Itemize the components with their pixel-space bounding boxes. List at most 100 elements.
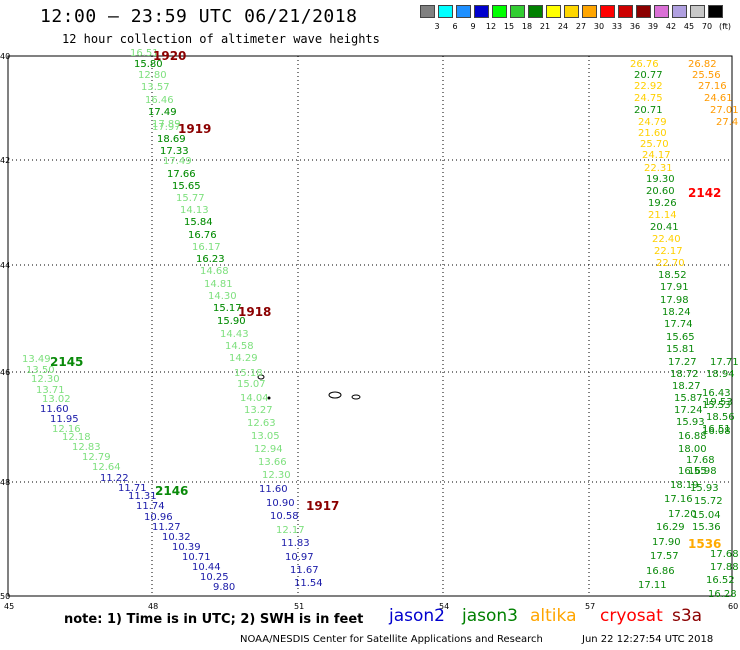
wave-height-value: 17.66 (167, 169, 196, 180)
legend-label: 15 (503, 22, 515, 31)
pass-time-label: 1918 (238, 305, 271, 319)
wave-height-value: 18.19 (670, 480, 699, 491)
wave-height-value: 15.04 (692, 510, 721, 521)
longitude-label: 54 (439, 602, 449, 611)
legend-swatch (708, 5, 723, 18)
legend-swatch (456, 5, 471, 18)
wave-height-value: 11.95 (50, 414, 79, 425)
wave-height-value: 21.60 (638, 128, 667, 139)
wave-height-value: 13.57 (141, 82, 170, 93)
footer-timestamp: Jun 22 12:27:54 UTC 2018 (582, 634, 714, 645)
latitude-label: 46 (0, 368, 10, 377)
wave-height-value: 16.55 (678, 466, 707, 477)
satellite-name-s3a: s3a (672, 606, 703, 626)
wave-height-value: 20.71 (634, 105, 663, 116)
wave-height-value: 24.17 (642, 150, 671, 161)
legend-label: 45 (683, 22, 695, 31)
legend-label: 70 (701, 22, 713, 31)
pass-time-label: 2146 (155, 484, 188, 498)
wave-height-value: 17.24 (674, 405, 703, 416)
wave-height-value: 15.87 (674, 393, 703, 404)
wave-height-value: 12.64 (92, 462, 121, 473)
wave-height-value: 19.26 (648, 198, 677, 209)
wave-height-value: 15.93 (690, 483, 719, 494)
legend-label: 12 (485, 22, 497, 31)
legend-label: 9 (470, 22, 476, 31)
satellite-name-cryosat: cryosat (600, 606, 663, 626)
latitude-label: 42 (0, 156, 10, 165)
wave-height-value: 15.81 (666, 344, 695, 355)
map-subtitle: 12 hour collection of altimeter wave hei… (62, 32, 380, 46)
legend-swatch (654, 5, 669, 18)
footer-note: note: 1) Time is in UTC; 2) SWH is in fe… (64, 612, 364, 627)
wave-height-value: 13.50 (26, 365, 55, 376)
wave-height-value: 10.71 (182, 552, 211, 563)
wave-height-value: 15.72 (694, 496, 723, 507)
wave-height-value: 27.4 (716, 117, 738, 128)
legend-swatch (528, 5, 543, 18)
island-outlines (257, 374, 361, 400)
wave-height-value: 17.49 (148, 107, 177, 118)
wave-height-value: 17.20 (668, 509, 697, 520)
wave-height-value: 22.31 (644, 163, 673, 174)
legend-swatch (546, 5, 561, 18)
wave-height-value: 16.23 (196, 254, 225, 265)
wave-height-value: 17.33 (160, 146, 189, 157)
wave-height-value: 15.17 (213, 303, 242, 314)
wave-height-value: 16.88 (678, 431, 707, 442)
wave-height-value: 18.94 (706, 369, 735, 380)
wave-height-value: 10.58 (270, 511, 299, 522)
wave-height-value: 15.07 (237, 379, 266, 390)
wave-height-value: 16.46 (145, 95, 174, 106)
wave-height-value: 10.25 (200, 572, 229, 583)
wave-height-value: 15.84 (184, 217, 213, 228)
wave-height-value: 27.01 (710, 105, 739, 116)
legend-swatch (420, 5, 435, 18)
wave-height-value: 25.56 (692, 70, 721, 81)
legend-label: (ft) (718, 22, 732, 31)
legend-label: 30 (593, 22, 605, 31)
wave-height-value: 24.75 (634, 93, 663, 104)
pass-time-label: 1917 (306, 499, 339, 513)
wave-height-value: 15.65 (172, 181, 201, 192)
wave-height-value: 16.86 (646, 566, 675, 577)
wave-height-value: 18.69 (157, 134, 186, 145)
wave-height-value: 18.52 (658, 270, 687, 281)
wave-height-value: 17.49 (163, 156, 192, 167)
legend-swatch (636, 5, 651, 18)
wave-height-value: 15.77 (176, 193, 205, 204)
wave-height-value: 17.71 (710, 357, 739, 368)
latitude-label: 50 (0, 592, 10, 601)
legend-label: 21 (539, 22, 551, 31)
wave-height-value: 20.60 (646, 186, 675, 197)
pass-labels: 1920 1919 1918 1917 2145 2146 2142 1536 (50, 49, 721, 551)
wave-height-value: 11.71 (118, 483, 147, 494)
wave-height-value: 17.57 (650, 551, 679, 562)
wave-height-value: 17.98 (660, 295, 689, 306)
legend-swatch (564, 5, 579, 18)
wave-height-value: 17.68 (710, 549, 739, 560)
wave-height-value: 17.11 (638, 580, 667, 591)
wave-height-value: 14.30 (208, 291, 237, 302)
wave-height-value: 17.74 (664, 319, 693, 330)
wave-height-value: 12.63 (247, 418, 276, 429)
wave-height-value: 9.80 (213, 582, 235, 593)
legend-swatch (474, 5, 489, 18)
wave-height-value: 24.79 (638, 117, 667, 128)
wave-height-value: 18.69 (157, 134, 186, 145)
legend-swatch (582, 5, 597, 18)
wave-height-value: 11.74 (136, 501, 165, 512)
wave-height-value: 11.67 (290, 565, 319, 576)
wave-height-value: 14.58 (225, 341, 254, 352)
wave-height-value: 14.43 (220, 329, 249, 340)
wave-height-value: 11.60 (259, 484, 288, 495)
map-title: 12:00 — 23:59 UTC 06/21/2018 (40, 6, 358, 27)
wave-height-value: 17.88 (710, 562, 739, 573)
wave-height-value: 16.52 (706, 575, 735, 586)
pass-time-label: 1920 (153, 49, 186, 63)
wave-height-value: 15.80 (134, 59, 163, 70)
wave-height-value: 18.00 (678, 444, 707, 455)
wave-height-value: 27.16 (698, 81, 727, 92)
wave-height-value: 11.27 (152, 522, 181, 533)
